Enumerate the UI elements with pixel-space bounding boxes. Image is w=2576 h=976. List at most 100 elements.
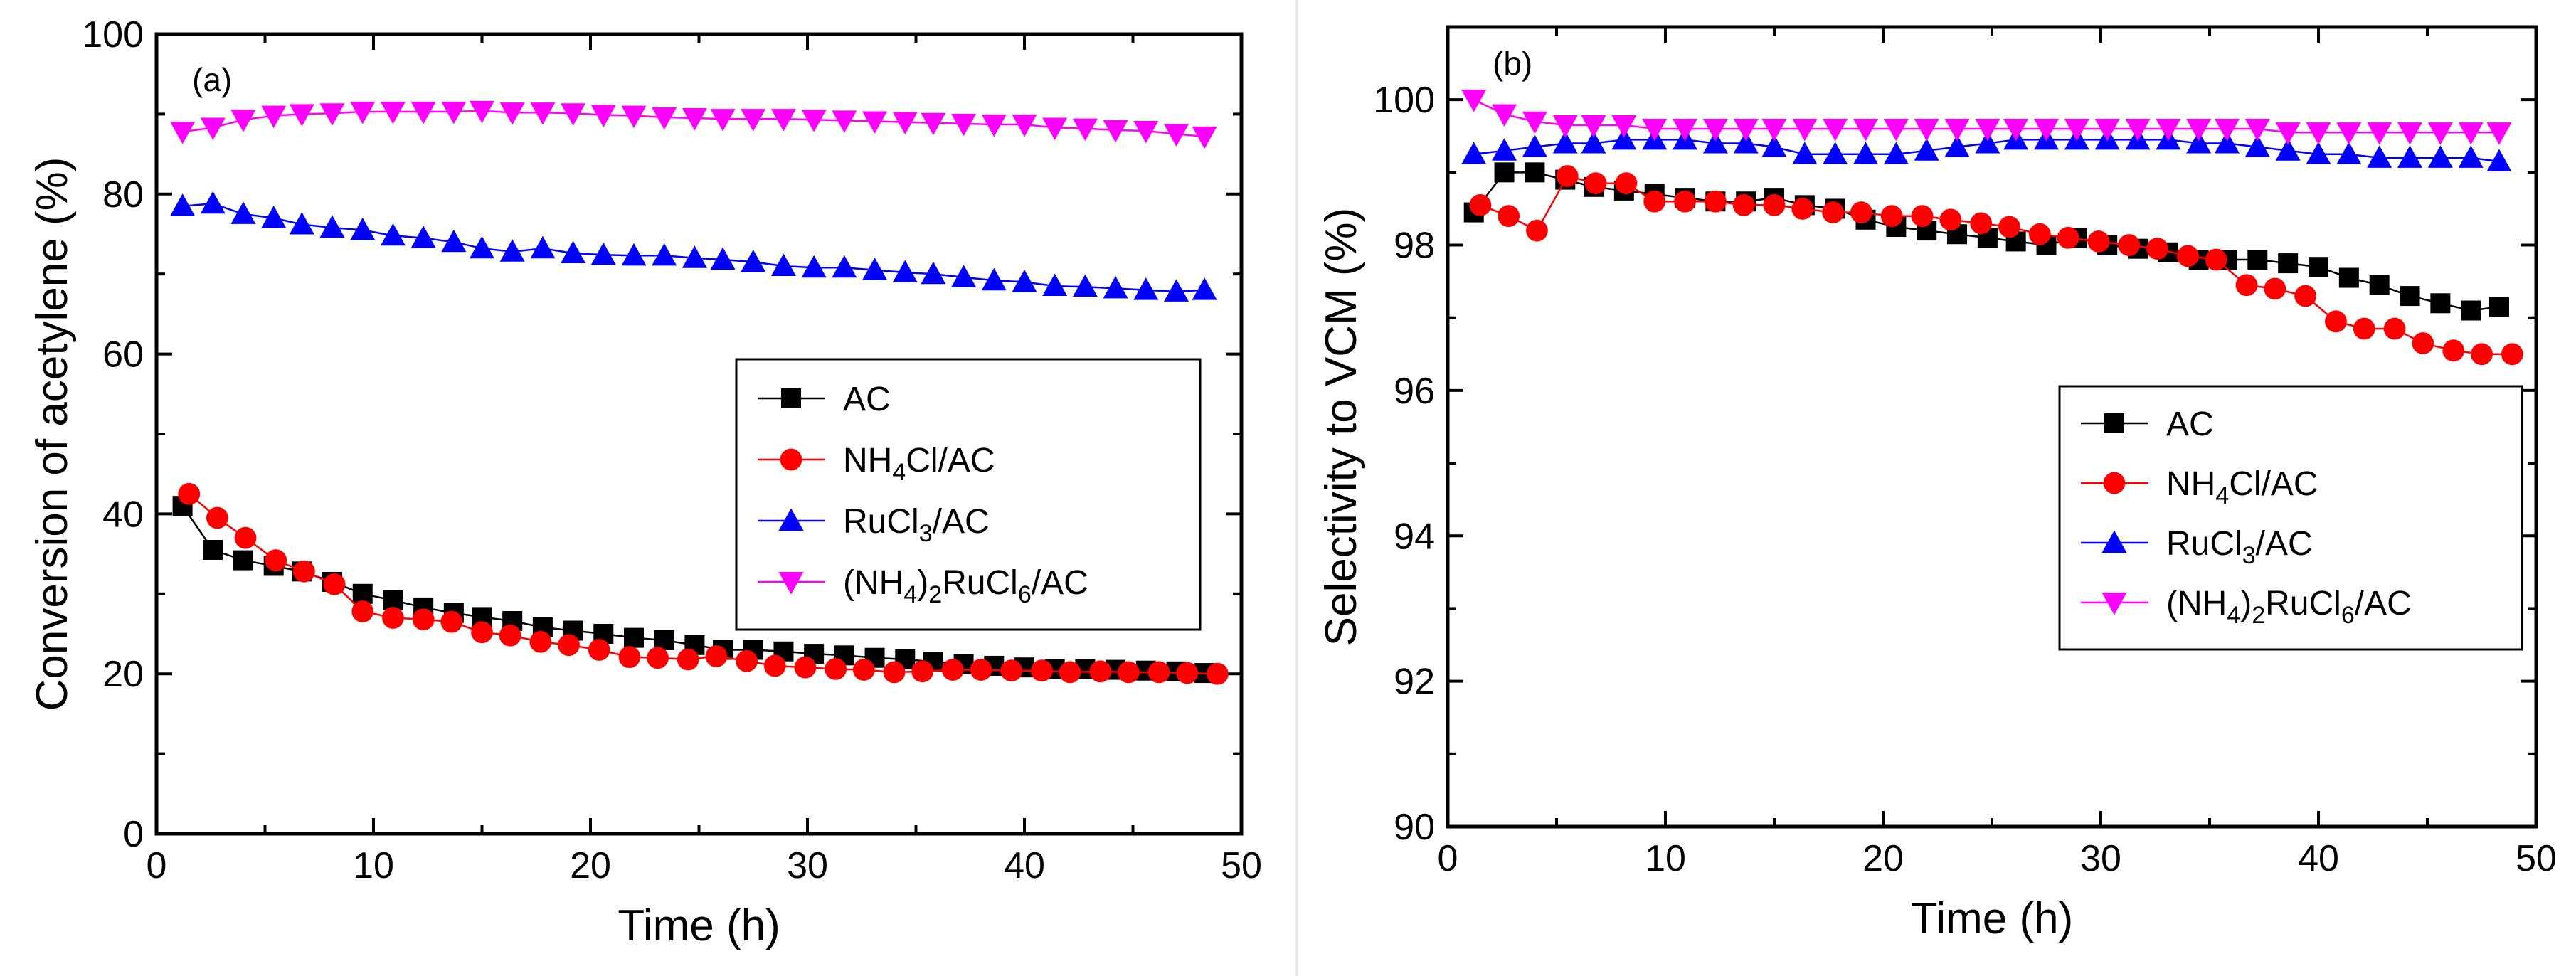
data-point	[2461, 300, 2481, 321]
data-point	[470, 100, 494, 124]
data-point	[1192, 277, 1217, 300]
data-point	[1000, 659, 1023, 682]
data-point	[261, 206, 287, 228]
legend: AC NH4Cl/AC RuCl3/AC (NH4)2RuCl6/AC	[2058, 385, 2523, 651]
data-point	[1914, 138, 1939, 161]
data-point	[319, 103, 345, 126]
data-point	[412, 608, 435, 631]
y-tick-label: 96	[1394, 371, 1435, 412]
data-point	[2214, 130, 2240, 154]
x-tick-label: 10	[1645, 838, 1686, 879]
data-point	[1207, 662, 1229, 685]
legend-entry: (NH4)2RuCl6/AC	[758, 564, 1088, 608]
data-point	[1042, 273, 1068, 297]
data-point	[1642, 119, 1668, 142]
data-point	[1012, 269, 1037, 292]
data-point	[1761, 134, 1787, 157]
data-point	[590, 105, 616, 128]
legend-entry: RuCl3/AC	[2081, 525, 2313, 569]
x-tick-label: 0	[1438, 838, 1458, 879]
legend-marker	[781, 388, 801, 408]
data-point	[1883, 142, 1909, 164]
data-point	[2400, 286, 2420, 307]
data-point	[981, 115, 1007, 137]
legend-entry: RuCl3/AC	[758, 503, 990, 547]
data-point	[921, 112, 946, 136]
legend-label: RuCl3/AC	[2166, 525, 2313, 569]
data-point	[178, 482, 201, 505]
data-point	[2278, 253, 2299, 274]
legend-label: AC	[2166, 405, 2214, 443]
data-point	[770, 253, 796, 276]
data-point	[862, 111, 888, 134]
data-point	[2427, 145, 2453, 168]
data-point	[1525, 162, 1545, 183]
legend-entry: AC	[2081, 405, 2214, 443]
x-tick-label: 30	[787, 845, 828, 886]
data-point	[1469, 193, 1492, 216]
legend-marker	[778, 572, 804, 595]
data-point	[170, 122, 196, 144]
data-point	[801, 255, 827, 278]
data-point	[2427, 122, 2453, 145]
data-point	[682, 108, 707, 131]
data-point	[441, 102, 467, 124]
data-point	[2214, 119, 2240, 142]
data-point	[763, 654, 786, 677]
data-point	[647, 647, 669, 669]
data-point	[203, 539, 223, 560]
data-point	[801, 110, 827, 132]
data-point	[741, 249, 766, 272]
y-tick-label: 90	[1394, 807, 1435, 848]
y-tick-label: 20	[102, 654, 144, 695]
data-point	[2064, 119, 2089, 142]
data-point	[1733, 130, 1759, 154]
x-axis-title: Time (h)	[618, 901, 780, 950]
data-point	[2244, 119, 2270, 142]
data-point	[2118, 234, 2141, 256]
series-rucl3-ac	[1461, 127, 2512, 172]
legend-label: (NH4)2RuCl6/AC	[2166, 585, 2412, 629]
data-point	[1792, 142, 1818, 164]
data-point	[2501, 343, 2523, 366]
legend-marker	[2104, 413, 2124, 433]
plot-area	[1446, 25, 2538, 829]
y-tick-label: 0	[123, 814, 144, 855]
data-point	[1823, 119, 1848, 142]
data-point	[471, 621, 493, 644]
legend-entry: NH4Cl/AC	[758, 442, 995, 486]
data-point	[530, 235, 556, 259]
data-point	[652, 243, 677, 266]
data-point	[2177, 245, 2199, 267]
data-point	[230, 201, 256, 224]
y-tick-label: 40	[102, 494, 144, 535]
x-tick-label: 20	[570, 845, 611, 886]
data-point	[2338, 267, 2359, 288]
data-point	[2488, 297, 2509, 317]
data-point	[265, 549, 287, 571]
y-axis-title: Conversion of acetylene (%)	[28, 157, 77, 711]
data-point	[1704, 190, 1727, 213]
data-point	[1522, 111, 1547, 134]
data-point	[2186, 130, 2212, 154]
data-point	[2442, 339, 2465, 362]
data-point	[1556, 165, 1579, 187]
chart-panel-a: 0 10 20 30 40 50 0 20 40 60 80 100 Time (h) Conversio…	[28, 14, 1262, 950]
data-point	[2146, 238, 2168, 260]
data-point	[1911, 205, 1934, 228]
data-point	[741, 109, 766, 132]
data-point	[293, 560, 315, 583]
data-point	[1164, 124, 1189, 147]
data-point	[1133, 121, 1159, 144]
data-point	[561, 240, 586, 263]
data-point	[1522, 134, 1547, 157]
data-point	[1853, 119, 1879, 142]
data-point	[350, 102, 376, 124]
y-tick-label: 92	[1394, 662, 1435, 703]
data-point	[410, 226, 436, 248]
y-tick-label: 100	[82, 14, 144, 55]
data-point	[289, 212, 314, 235]
data-point	[1939, 208, 1962, 231]
series-rucl3-ac	[170, 191, 1217, 302]
legend-marker	[2101, 530, 2127, 553]
